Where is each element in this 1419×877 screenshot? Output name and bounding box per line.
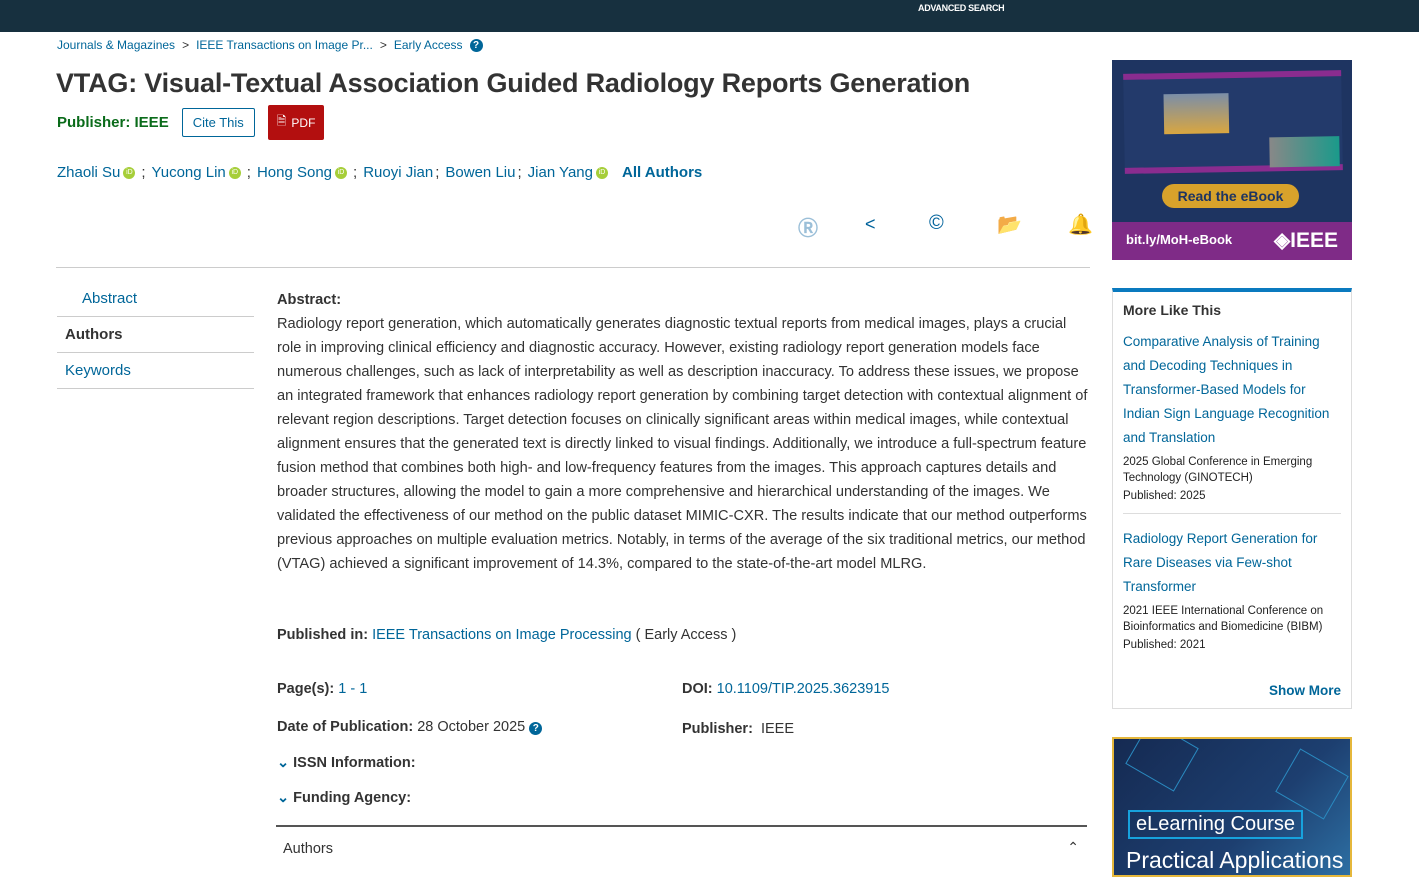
publisher-meta: Publisher: IEEE	[682, 721, 794, 737]
doi-link[interactable]: 10.1109/TIP.2025.3623915	[716, 681, 890, 697]
pages-value: 1 - 1	[338, 681, 368, 697]
top-bar: ADVANCED SEARCH	[0, 0, 1419, 32]
cite-this-button[interactable]: Cite This	[181, 108, 255, 137]
authors-section-title: Authors	[283, 841, 333, 857]
issn-label: ISSN Information:	[293, 755, 416, 771]
breadcrumb-journal[interactable]: IEEE Transactions on Image Pr...	[196, 38, 373, 52]
ad-course-label: eLearning Course	[1128, 810, 1303, 839]
breadcrumb-early-access[interactable]: Early Access	[393, 38, 463, 52]
related-article-link[interactable]: Radiology Report Generation for Rare Dis…	[1123, 531, 1318, 594]
divider	[56, 267, 1090, 268]
related-article-link[interactable]: Comparative Analysis of Training and Dec…	[1123, 334, 1330, 445]
date-of-publication: Date of Publication: 28 October 2025 ?	[277, 719, 543, 735]
nav-authors[interactable]: Authors	[57, 317, 254, 353]
author-link[interactable]: Ruoyi Jian	[363, 164, 434, 181]
side-nav: Abstract Authors Keywords	[57, 281, 254, 389]
alert-bell-icon[interactable]: 🔔	[1068, 214, 1093, 236]
more-like-this-title: More Like This	[1123, 302, 1222, 318]
issn-toggle[interactable]: ⌄ ISSN Information:	[277, 755, 416, 771]
ebook-image	[1123, 70, 1343, 174]
authors-section-header[interactable]: Authors ⌃	[276, 825, 1087, 870]
show-more-link[interactable]: Show More	[1268, 683, 1341, 698]
date-value: 28 October 2025	[417, 719, 526, 735]
ad-course-title: Practical Applications	[1126, 847, 1344, 873]
ieee-logo: ◈IEEE	[1273, 229, 1338, 252]
nav-abstract[interactable]: Abstract	[57, 281, 254, 317]
doi: DOI: 10.1109/TIP.2025.3623915	[682, 681, 889, 697]
pdf-button[interactable]: 🗎 PDF	[267, 105, 325, 140]
breadcrumb-journals[interactable]: Journals & Magazines	[57, 38, 176, 52]
published-in: Published in: IEEE Transactions on Image…	[277, 627, 736, 643]
related-published: Published: 2021	[1123, 639, 1206, 651]
publisher-label: Publisher: IEEE	[57, 114, 169, 131]
abstract-text: Radiology report generation, which autom…	[277, 316, 1088, 572]
author-link[interactable]: Hong Song	[256, 164, 333, 181]
related-venue: 2021 IEEE International Conference on Bi…	[1123, 605, 1324, 633]
ad-url: bit.ly/MoH-eBook	[1126, 232, 1233, 247]
journal-link[interactable]: IEEE Transactions on Image Processing	[372, 627, 632, 643]
orcid-icon[interactable]: iD	[595, 166, 608, 179]
chevron-down-icon: ⌄	[277, 790, 290, 806]
pdf-label: PDF	[291, 115, 316, 130]
published-in-label: Published in:	[277, 627, 369, 643]
orcid-icon[interactable]: iD	[335, 166, 348, 179]
help-icon[interactable]: ?	[469, 38, 483, 52]
read-ebook-button[interactable]: Read the eBook	[1162, 184, 1299, 208]
abstract-heading: Abstract:	[277, 292, 342, 308]
share-icon[interactable]: <	[865, 214, 876, 234]
author-link[interactable]: Zhaoli Su	[57, 164, 121, 181]
hex-decoration	[1125, 739, 1199, 792]
advanced-search-link[interactable]: ADVANCED SEARCH	[918, 3, 1005, 13]
elearning-ad[interactable]: eLearning Course Practical Applications	[1112, 737, 1352, 877]
author-list: Zhaoli Su iD; Yucong Lin iD; Hong Song iD; …	[57, 164, 703, 181]
related-published: Published: 2025	[1123, 490, 1206, 502]
date-label: Date of Publication:	[277, 719, 414, 735]
pages-label: Page(s):	[277, 681, 335, 697]
abstract-section: Abstract: Radiology report generation, w…	[277, 288, 1089, 576]
funding-label: Funding Agency:	[293, 790, 412, 806]
publisher-value: IEEE	[760, 721, 795, 737]
all-authors-link[interactable]: All Authors	[621, 164, 703, 181]
list-item: Comparative Analysis of Training and Dec…	[1123, 330, 1341, 514]
publisher-meta-label: Publisher:	[682, 721, 753, 737]
more-like-this: More Like This Comparative Analysis of T…	[1112, 288, 1352, 709]
folder-icon[interactable]: 📂	[997, 214, 1022, 236]
author-link[interactable]: Jian Yang	[527, 164, 593, 181]
breadcrumb: Journals & Magazines > IEEE Transactions …	[57, 38, 483, 52]
page-title: VTAG: Visual-Textual Association Guided …	[56, 68, 971, 98]
funding-toggle[interactable]: ⌄ Funding Agency:	[277, 790, 411, 806]
chevron-down-icon: ⌄	[277, 755, 290, 771]
doi-label: DOI:	[682, 681, 713, 697]
rights-icon[interactable]: Ⓡ	[798, 218, 818, 240]
author-link[interactable]: Bowen Liu	[445, 164, 516, 181]
nav-keywords[interactable]: Keywords	[57, 353, 254, 389]
early-access-note: ( Early Access )	[635, 627, 737, 643]
copyright-icon[interactable]: ©	[929, 212, 944, 234]
orcid-icon[interactable]: iD	[228, 166, 241, 179]
list-item: Radiology Report Generation for Rare Dis…	[1123, 527, 1341, 662]
orcid-icon[interactable]: iD	[123, 166, 136, 179]
ebook-ad[interactable]: Read the eBook bit.ly/MoH-eBook ◈IEEE	[1112, 60, 1352, 260]
help-icon[interactable]: ?	[529, 722, 543, 735]
hex-decoration	[1275, 748, 1349, 820]
chevron-up-icon[interactable]: ⌃	[1067, 839, 1079, 855]
related-venue: 2025 Global Conference in Emerging Techn…	[1123, 456, 1313, 484]
pages: Page(s): 1 - 1	[277, 681, 367, 697]
pdf-icon: 🗎	[276, 114, 287, 128]
author-link[interactable]: Yucong Lin	[151, 164, 226, 181]
